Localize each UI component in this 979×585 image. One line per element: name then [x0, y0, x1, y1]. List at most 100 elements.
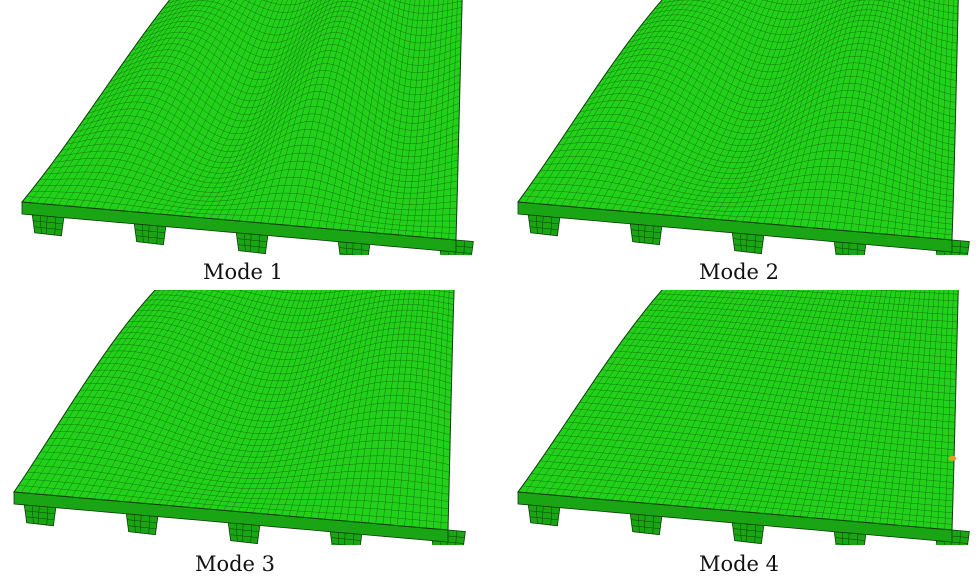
rib-grid-line: [835, 253, 852, 255]
rib-grid-line: [135, 235, 165, 239]
mesh-line: [544, 163, 954, 208]
mesh-line: [70, 129, 458, 176]
mesh-line: [101, 81, 460, 131]
mesh-line: [71, 403, 451, 446]
mesh-line: [49, 438, 450, 474]
mesh-line: [526, 189, 953, 230]
mesh-line: [654, 298, 958, 322]
mesh-line: [123, 49, 461, 96]
mesh-group: [517, 290, 970, 545]
mesh-line: [570, 121, 955, 172]
rib-grid-line: [25, 510, 56, 515]
mesh-line: [583, 100, 955, 152]
mesh-line: [632, 326, 957, 358]
mesh-line: [645, 309, 958, 337]
mesh-grid: [517, 290, 959, 531]
rib-grid-line: [127, 525, 157, 529]
mesh-line: [75, 396, 451, 441]
mesh-line: [79, 115, 459, 164]
rib-grid-line: [33, 220, 64, 225]
mesh-line: [61, 143, 458, 188]
mesh-line: [43, 171, 457, 211]
mesh-line: [48, 164, 458, 205]
mesh-line: [636, 320, 957, 351]
mesh-line: [762, 0, 959, 7]
mesh-line: [115, 338, 453, 382]
mesh-line: [74, 122, 459, 170]
mesh-line: [35, 185, 457, 222]
mesh-line: [654, 4, 958, 36]
mesh-line: [614, 350, 956, 387]
rib-grid-line: [229, 534, 259, 538]
mesh-line: [27, 472, 449, 509]
mesh-line: [40, 451, 450, 488]
mesh-line: [597, 376, 956, 416]
mesh-line: [539, 460, 953, 502]
mesh-line: [153, 10, 462, 44]
mesh-line: [154, 290, 454, 316]
rib-grid-line: [733, 238, 764, 242]
mesh-line: [548, 156, 954, 202]
mesh-grid: [21, 0, 463, 241]
mesh-line: [66, 410, 451, 452]
mesh-line: [570, 415, 955, 457]
mesh-line: [118, 55, 460, 103]
mesh-line: [92, 94, 459, 144]
rib-grid-line: [237, 244, 267, 248]
mesh-line: [535, 467, 953, 508]
mesh-line: [93, 369, 452, 415]
mesh-line: [145, 299, 454, 331]
mesh-line: [627, 36, 957, 81]
mesh-line: [619, 344, 957, 380]
mesh-line: [605, 363, 956, 402]
mesh-line: [447, 290, 455, 531]
mesh-line: [26, 196, 457, 234]
mesh-line: [539, 170, 953, 214]
mesh-line: [88, 376, 452, 422]
mesh-line: [131, 37, 461, 81]
rib-grid-line: [733, 534, 763, 538]
mesh-line: [658, 293, 958, 315]
mesh-line: [52, 157, 458, 200]
rib-grid-line: [331, 537, 361, 541]
mesh-line: [62, 417, 450, 458]
rib-grid-line: [463, 240, 465, 255]
rib-grid-line: [331, 543, 348, 545]
mesh-line: [21, 201, 457, 241]
caption-mode-1: Mode 1: [202, 260, 284, 284]
rib-grid-line: [455, 530, 457, 545]
mesh-line: [97, 363, 452, 409]
mesh-line: [22, 478, 449, 517]
mesh-line: [623, 338, 957, 373]
mesh-line: [592, 86, 956, 139]
mesh-line: [140, 26, 461, 66]
panel-mode-3: Mode 3: [0, 290, 470, 582]
mesh-plot-mode-1: [21, 0, 474, 255]
mesh-line: [561, 428, 954, 470]
mesh-line: [531, 473, 953, 513]
mesh-line: [579, 107, 955, 159]
mesh-line: [18, 485, 449, 524]
rib-grid-line: [631, 229, 662, 233]
mesh-line: [649, 9, 958, 44]
mesh-line: [109, 68, 460, 117]
mesh-line: [575, 408, 955, 450]
mesh-line: [597, 80, 956, 132]
panel-mode-1: Mode 1: [8, 0, 478, 292]
mesh-line: [872, 290, 959, 295]
mesh-line: [531, 183, 953, 225]
mesh-line: [87, 101, 459, 151]
mesh-line: [79, 389, 451, 434]
mesh-line: [627, 332, 957, 366]
mesh-line: [588, 389, 955, 430]
rib-grid-line: [529, 220, 560, 225]
mesh-plot-mode-2: [517, 0, 970, 255]
mesh-line: [127, 43, 461, 88]
mesh-plot-mode-3: [13, 290, 466, 545]
rib-grid-line: [33, 226, 63, 231]
mesh-line: [522, 485, 953, 525]
mesh-line: [141, 304, 454, 338]
rib-grid-line: [733, 528, 764, 532]
rib-grid-line: [959, 530, 961, 545]
mesh-line: [641, 315, 957, 344]
